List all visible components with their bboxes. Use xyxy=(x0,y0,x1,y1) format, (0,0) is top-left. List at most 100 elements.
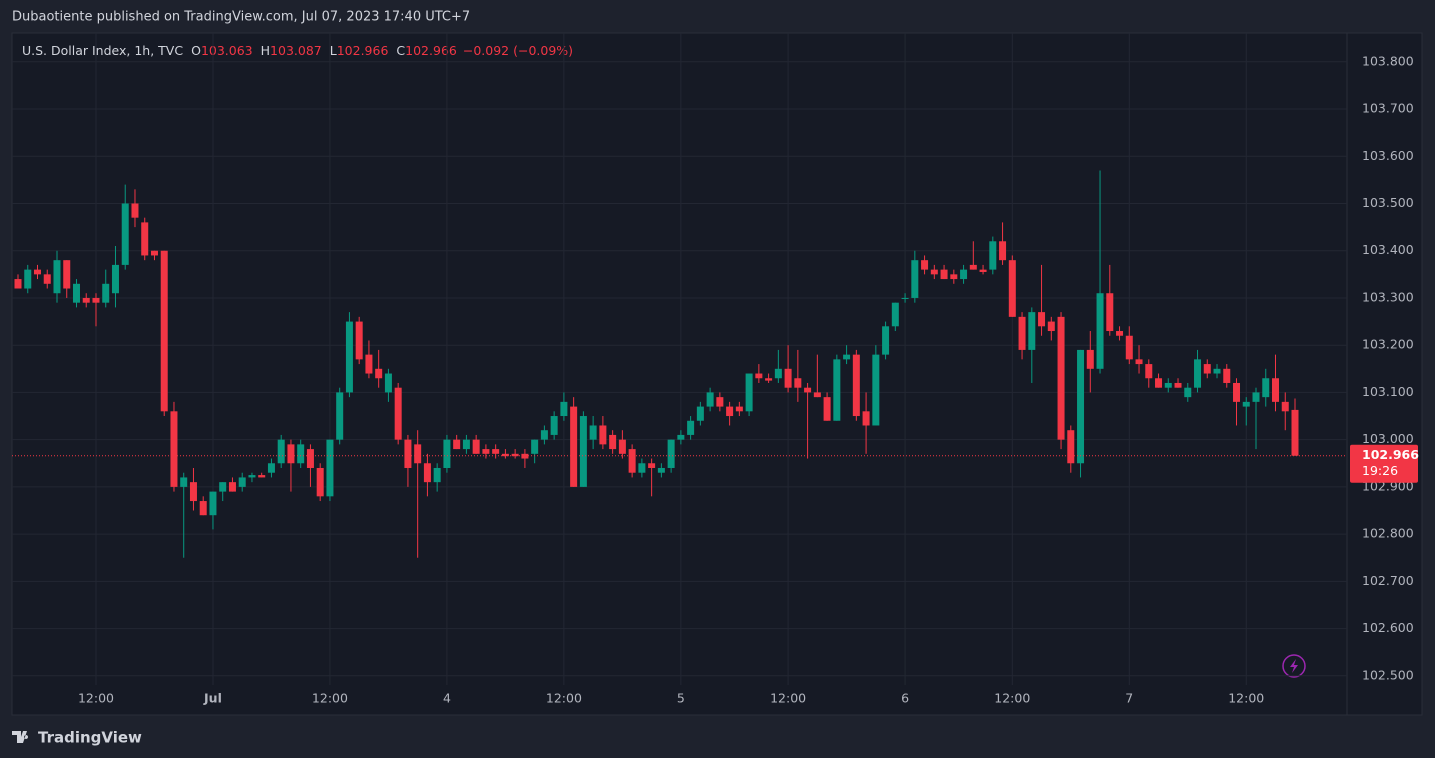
candle-body xyxy=(696,406,704,421)
candle-body xyxy=(648,463,656,468)
candle-body xyxy=(326,439,334,497)
candle-body xyxy=(160,250,168,412)
y-tick-label: 103.400 xyxy=(1362,242,1414,257)
candle-body xyxy=(1067,430,1075,464)
candle-body xyxy=(813,392,821,398)
candle-body xyxy=(228,482,236,492)
candle-body xyxy=(969,264,977,270)
candle-body xyxy=(833,359,841,421)
candle-body xyxy=(1106,293,1114,332)
candle-body xyxy=(774,368,782,379)
candle-body xyxy=(258,475,266,478)
alert-bolt[interactable] xyxy=(1290,659,1298,673)
candle-body xyxy=(1135,359,1143,365)
candle-body xyxy=(726,406,734,417)
y-tick-label: 103.600 xyxy=(1362,148,1414,163)
candle-body xyxy=(1077,349,1085,464)
last-price-label: 102.966 xyxy=(1362,447,1419,462)
candle-body xyxy=(550,416,558,435)
brand-name: TradingView xyxy=(38,729,142,747)
candle-body xyxy=(677,434,685,440)
candle-body xyxy=(882,326,890,355)
candle-body xyxy=(365,354,373,374)
y-tick-label: 103.500 xyxy=(1362,195,1414,210)
candle-body xyxy=(111,264,119,294)
candle-body xyxy=(355,321,363,360)
candle-body xyxy=(1203,364,1211,374)
candle-body xyxy=(930,269,938,275)
candle-body xyxy=(277,439,285,464)
candle-body xyxy=(297,444,305,464)
candle-body xyxy=(657,467,665,473)
candle-body xyxy=(1291,409,1299,456)
candle-body xyxy=(531,439,539,454)
candle-body xyxy=(180,477,188,487)
candle-body xyxy=(345,321,353,393)
candle-body xyxy=(872,354,880,426)
candle-body xyxy=(950,274,958,280)
candle-body xyxy=(1174,382,1182,388)
legend-value: 102.966 xyxy=(405,43,457,58)
x-tick-label: 5 xyxy=(677,691,685,706)
candle-body xyxy=(1223,368,1231,383)
alert-icon[interactable] xyxy=(1282,654,1306,678)
legend-key: H xyxy=(261,43,270,58)
candle-body xyxy=(472,439,480,454)
candle-body xyxy=(852,354,860,417)
candle-body xyxy=(394,387,402,440)
y-tick-label: 103.800 xyxy=(1362,53,1414,68)
candle-body xyxy=(24,269,32,289)
candle-body xyxy=(1252,392,1260,402)
candle-body xyxy=(414,444,422,464)
y-tick-label: 102.800 xyxy=(1362,526,1414,541)
candle-body xyxy=(579,416,587,487)
candle-body xyxy=(540,430,548,440)
candle-body xyxy=(92,297,100,303)
candle-body xyxy=(1028,312,1036,350)
last-price-tag xyxy=(1350,444,1418,483)
candle-body xyxy=(141,222,149,256)
candle-body xyxy=(784,368,792,388)
candle-body xyxy=(706,392,714,407)
candle-body xyxy=(1262,378,1270,398)
legend-value: 102.966 xyxy=(337,43,389,58)
candle-body xyxy=(1125,335,1133,360)
candle-body xyxy=(336,392,344,440)
y-tick-label: 103.200 xyxy=(1362,337,1414,352)
candle-body xyxy=(940,269,948,280)
y-tick-label: 102.700 xyxy=(1362,573,1414,588)
x-tick-label: Jul xyxy=(203,691,222,706)
candle-body xyxy=(199,501,207,516)
candle-body xyxy=(1116,331,1124,336)
candle-body xyxy=(1038,312,1046,327)
candle-body xyxy=(306,449,314,468)
candle-body xyxy=(287,444,295,464)
legend-change-pct: (−0.09%) xyxy=(513,43,573,58)
legend-change: −0.092 xyxy=(463,43,509,58)
candle-body xyxy=(1018,316,1026,350)
candle-body xyxy=(891,302,899,327)
candle-body xyxy=(667,439,675,468)
candle-body xyxy=(618,439,626,454)
x-tick-label: 12:00 xyxy=(312,691,348,706)
candle-body xyxy=(219,482,227,492)
candle-body xyxy=(404,439,412,468)
alert-circle[interactable] xyxy=(1282,654,1306,678)
legend-value: 103.063 xyxy=(201,43,253,58)
candle-body xyxy=(901,297,909,299)
candle-body xyxy=(823,397,831,421)
candle-body xyxy=(33,269,41,275)
candle-body xyxy=(1057,316,1065,440)
candle-body xyxy=(482,449,490,454)
candle-body xyxy=(794,378,802,388)
candle-body xyxy=(921,260,929,270)
candle-body xyxy=(511,453,519,457)
x-tick-label: 12:00 xyxy=(994,691,1030,706)
candle-body xyxy=(63,260,71,289)
y-tick-label: 102.500 xyxy=(1362,667,1414,682)
y-tick-label: 102.600 xyxy=(1362,620,1414,635)
candle-body xyxy=(804,387,812,393)
candle-body xyxy=(72,283,80,303)
candle-body xyxy=(248,475,256,478)
